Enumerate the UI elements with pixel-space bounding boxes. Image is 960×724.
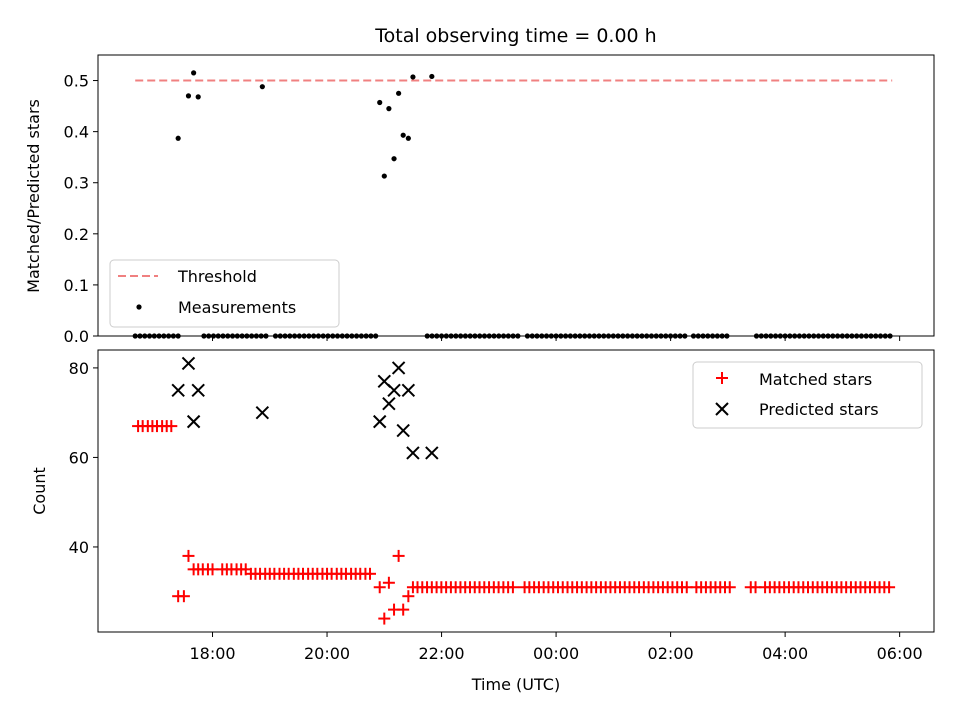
- matched-star-marker: [397, 603, 410, 616]
- bottom-legend-box: [692, 361, 923, 429]
- bottom-y-tick-label: 40: [69, 538, 89, 557]
- predicted-star-marker: [425, 446, 439, 460]
- top-plot-frame: [97, 54, 935, 337]
- top-legend: Threshold Measurements: [109, 259, 340, 328]
- bottom-x-tick-label: 20:00: [304, 644, 350, 663]
- measurement-point: [191, 70, 197, 76]
- predicted-star-marker: [181, 356, 196, 371]
- predicted-star-marker: [401, 383, 416, 397]
- top-legend-box: [109, 259, 340, 328]
- matched-star-marker: [177, 590, 190, 603]
- measurement-point: [377, 99, 383, 106]
- top-x-ticks: [212, 336, 901, 341]
- legend-matched-swatch: [716, 372, 728, 384]
- legend-predicted-swatch: [715, 402, 729, 416]
- bottom-y-axis-label: Count: [30, 467, 49, 515]
- bottom-x-tick-label: 02:00: [648, 644, 694, 663]
- matched-star-marker: [382, 576, 395, 589]
- predicted-star-marker: [382, 397, 396, 411]
- top-y-tick-label: 0.5: [64, 72, 89, 91]
- matched-star-marker: [392, 549, 405, 562]
- top-y-tick-label: 0.3: [64, 174, 89, 193]
- top-y-tick-label: 0.4: [64, 123, 89, 142]
- matched-star-marker: [373, 581, 386, 594]
- predicted-star-marker: [171, 383, 185, 397]
- matched-star-marker: [182, 549, 195, 562]
- predicted-star-marker: [186, 414, 201, 429]
- bottom-panel: 40 60 80 18:00 20:00 22:00 00:00 02:00 04:00 06:…: [30, 349, 935, 694]
- legend-predicted-label: Predicted stars: [759, 400, 879, 419]
- matched-star-marker: [363, 567, 376, 580]
- top-panel: 0.0 0.1 0.2 0.3 0.4 0.5 Matched/Predicted sta…: [24, 54, 935, 346]
- matched-star-marker: [506, 581, 519, 594]
- bottom-y-tick-label: 60: [69, 448, 89, 467]
- matched-star-marker: [165, 420, 178, 433]
- measurement-point: [195, 94, 201, 100]
- top-y-tick-label: 0.1: [64, 276, 89, 295]
- predicted-star-marker: [391, 361, 406, 375]
- matched-star-marker: [723, 581, 736, 594]
- measurement-points-group: [175, 70, 435, 179]
- legend-measurements-swatch: [136, 304, 142, 310]
- predicted-star-marker: [387, 383, 401, 397]
- predicted-star-marker: [255, 405, 270, 420]
- legend-measurements-label: Measurements: [178, 298, 296, 317]
- bottom-legend: Matched stars Predicted stars: [692, 361, 923, 429]
- matched-star-marker: [378, 612, 391, 625]
- matched-stars-group: [132, 420, 896, 625]
- measurement-point: [429, 73, 435, 80]
- bottom-x-tick-label: 04:00: [762, 644, 808, 663]
- measurement-point: [391, 156, 397, 162]
- legend-matched-label: Matched stars: [759, 370, 872, 389]
- bottom-y-ticks: 40 60 80: [69, 359, 98, 557]
- measurement-point: [396, 90, 402, 96]
- predicted-star-marker: [191, 383, 205, 397]
- bottom-x-tick-label: 18:00: [189, 644, 235, 663]
- chart-title: Total observing time = 0.00 h: [374, 25, 656, 47]
- predicted-star-marker: [396, 423, 410, 438]
- bottom-x-tick-label: 22:00: [419, 644, 465, 663]
- top-y-axis-label: Matched/Predicted stars: [24, 99, 43, 293]
- measurement-point: [175, 135, 181, 141]
- matched-star-marker: [402, 590, 415, 603]
- bottom-y-tick-label: 80: [69, 359, 89, 378]
- top-y-tick-label: 0.0: [64, 327, 89, 346]
- top-y-ticks: 0.0 0.1 0.2 0.3 0.4 0.5: [64, 72, 98, 346]
- matched-star-marker: [883, 581, 896, 594]
- bottom-plot-frame: [97, 349, 935, 633]
- bottom-x-tick-label: 06:00: [877, 644, 923, 663]
- measurement-point: [386, 106, 392, 112]
- measurement-point: [259, 84, 265, 90]
- x-axis-label: Time (UTC): [471, 675, 560, 694]
- legend-threshold-label: Threshold: [177, 267, 257, 286]
- measurement-point: [410, 74, 416, 80]
- predicted-star-marker: [373, 414, 387, 429]
- measurement-point: [405, 135, 411, 141]
- bottom-x-tick-label: 00:00: [533, 644, 579, 663]
- measurement-point: [400, 132, 406, 138]
- top-y-tick-label: 0.2: [64, 225, 89, 244]
- predicted-star-marker: [406, 446, 420, 460]
- predicted-stars-group: [171, 356, 439, 460]
- bottom-x-ticks: 18:00 20:00 22:00 00:00 02:00 04:00 06:00: [189, 632, 923, 663]
- measurement-point: [381, 173, 387, 179]
- measurement-point: [185, 93, 192, 99]
